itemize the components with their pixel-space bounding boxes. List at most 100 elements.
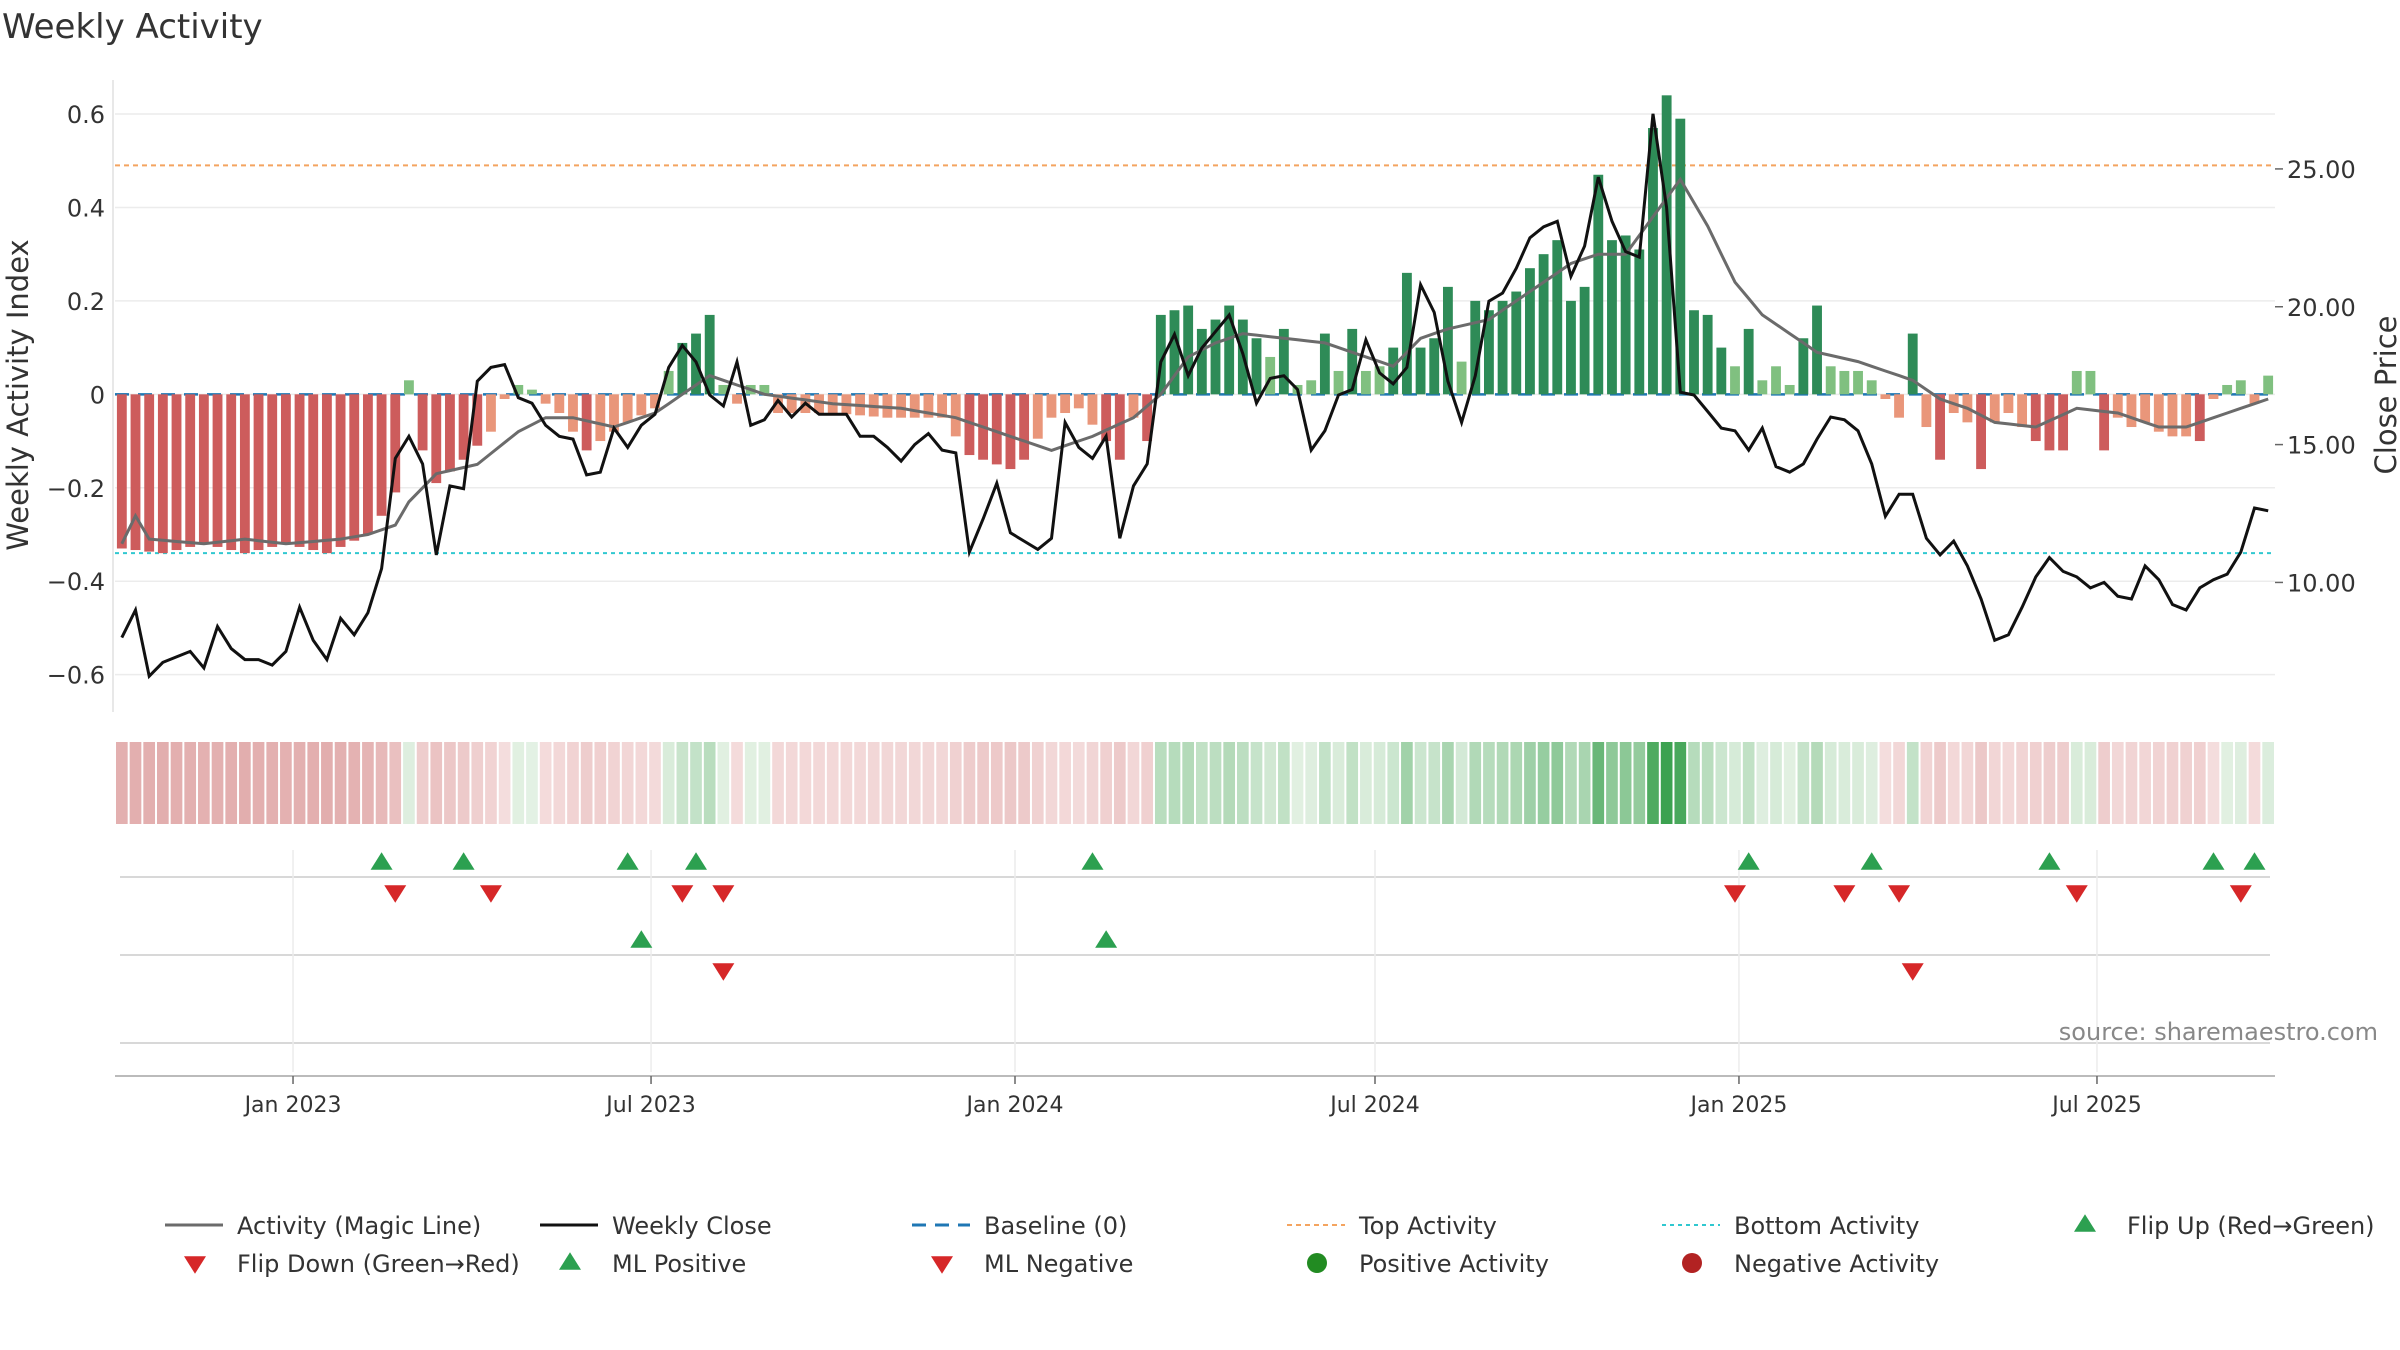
heat-cell xyxy=(321,742,333,824)
activity-bar xyxy=(2194,394,2205,442)
activity-bar xyxy=(1579,286,1590,395)
heat-cell xyxy=(471,742,484,824)
heat-cell xyxy=(990,742,1003,824)
activity-bar xyxy=(445,394,455,472)
flip-down-marker xyxy=(384,885,407,903)
activity-bar xyxy=(1661,95,1672,395)
activity-bar xyxy=(609,394,619,432)
heat-cell xyxy=(1715,742,1728,824)
ml-positive-marker xyxy=(630,930,653,948)
right-axis-ticks: 25.00 20.00 15.00 10.00 xyxy=(2275,156,2356,597)
heat-cell xyxy=(977,742,989,824)
heat-cell xyxy=(881,742,894,824)
activity-bar xyxy=(390,394,401,493)
heat-cell xyxy=(539,742,552,824)
heat-cell xyxy=(1742,742,1755,824)
ml-positive-marker xyxy=(1095,930,1118,948)
heat-cell xyxy=(1701,742,1714,824)
activity-bar xyxy=(1224,305,1235,395)
activity-bar xyxy=(472,394,483,446)
heat-cell xyxy=(293,742,306,824)
activity-bar xyxy=(1388,347,1399,395)
legend-label: Baseline (0) xyxy=(984,1212,1127,1240)
left-tick-label: −0.6 xyxy=(47,662,105,690)
flip-down-marker xyxy=(479,885,502,903)
heat-cell xyxy=(1237,742,1249,824)
legend-label: Flip Down (Green→Red) xyxy=(237,1250,520,1278)
left-tick-label: 0.4 xyxy=(67,194,105,222)
activity-bar xyxy=(1169,310,1180,395)
activity-bar xyxy=(280,394,291,544)
heat-cell xyxy=(334,742,347,824)
activity-bar xyxy=(1429,338,1440,395)
activity-bar xyxy=(1415,347,1426,395)
heat-cell xyxy=(362,742,374,824)
activity-bar xyxy=(1073,394,1084,409)
activity-bar xyxy=(1333,370,1344,395)
activity-bar xyxy=(1552,240,1563,395)
heat-cell xyxy=(211,742,224,824)
heat-cell xyxy=(157,742,169,824)
activity-bar xyxy=(554,394,565,414)
activity-bar xyxy=(909,394,920,418)
heat-cell xyxy=(1223,742,1236,824)
activity-bar xyxy=(650,394,660,409)
heat-cell xyxy=(662,742,675,824)
activity-bar xyxy=(417,394,428,451)
x-tick-label: Jan 2025 xyxy=(1689,1093,1788,1118)
activity-bar xyxy=(116,394,127,549)
heat-cell xyxy=(498,742,511,824)
activity-bar xyxy=(144,394,155,552)
activity-bar xyxy=(1880,394,1891,399)
activity-bar xyxy=(937,394,948,418)
heat-cell xyxy=(854,742,866,824)
heat-cell xyxy=(2248,742,2261,824)
heat-cell xyxy=(2166,742,2179,824)
activity-bar xyxy=(964,394,975,456)
heat-cell xyxy=(717,742,730,824)
heat-cell xyxy=(2002,742,2015,824)
activity-bar xyxy=(335,394,346,547)
ml-negative-marker xyxy=(712,963,735,981)
heat-cell xyxy=(307,742,320,824)
x-tick-label: Jan 2023 xyxy=(243,1093,342,1118)
heat-cell xyxy=(266,742,279,824)
activity-bar xyxy=(636,394,647,416)
activity-bar xyxy=(1484,310,1494,395)
heat-cell xyxy=(1113,742,1126,824)
activity-bar xyxy=(362,394,373,535)
legend-symbol xyxy=(559,1252,581,1270)
right-tick-label: 20.00 xyxy=(2287,294,2356,322)
activity-bar xyxy=(732,394,742,404)
activity-bar xyxy=(1634,249,1645,395)
heat-cell xyxy=(1934,742,1946,824)
activity-bar xyxy=(458,394,469,460)
heat-cell xyxy=(772,742,784,824)
heat-cell xyxy=(1018,742,1030,824)
activity-bar xyxy=(486,394,496,432)
activity-bar xyxy=(404,380,414,395)
heat-cell xyxy=(252,742,265,824)
legend-label: ML Negative xyxy=(984,1250,1133,1278)
heat-cell xyxy=(963,742,976,824)
heat-cell xyxy=(1401,742,1413,824)
magic-line xyxy=(120,176,2269,546)
activity-bar xyxy=(773,394,783,414)
activity-bar xyxy=(1374,366,1385,395)
activity-bar xyxy=(294,394,305,547)
heat-cell xyxy=(1414,742,1427,824)
heat-cell xyxy=(1565,742,1577,824)
heat-cell xyxy=(1852,742,1864,824)
heat-cell xyxy=(1305,742,1318,824)
activity-bar xyxy=(2140,394,2151,423)
activity-bar xyxy=(2030,394,2041,442)
activity-bar xyxy=(1128,394,1139,418)
activity-bar xyxy=(212,394,223,547)
heat-cell xyxy=(1619,742,1632,824)
heat-cell xyxy=(1797,742,1810,824)
x-tick-label: Jan 2024 xyxy=(965,1093,1064,1118)
left-axis-ticks: 0.6 0.4 0.2 0 −0.2 −0.4 −0.6 xyxy=(47,101,105,690)
activity-bar xyxy=(1907,333,1918,395)
heat-cell xyxy=(389,742,402,824)
